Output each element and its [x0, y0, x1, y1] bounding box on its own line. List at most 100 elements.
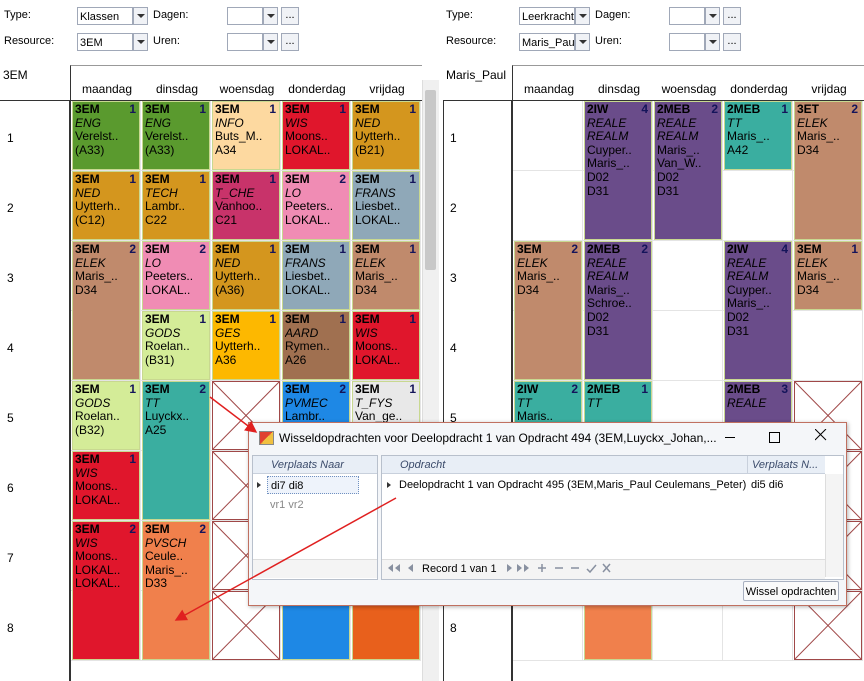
- lesson[interactable]: 3EM 1 TECH Lambr.. C22: [142, 171, 210, 240]
- resource-combo[interactable]: Maris_Paul: [519, 33, 575, 51]
- lesson[interactable]: 2MEB 1 TT Maris_.. A42: [724, 101, 792, 170]
- combo[interactable]: [669, 7, 705, 25]
- lesson-subject: WIS: [75, 536, 98, 550]
- grid-cell: [141, 241, 211, 311]
- browse-button[interactable]: ...: [723, 33, 741, 51]
- table-cell[interactable]: vr1 vr2: [270, 499, 304, 511]
- close-button[interactable]: [814, 428, 827, 446]
- hour-label: 3: [7, 271, 14, 285]
- lesson-subject: ELEK: [75, 256, 106, 270]
- uren-label: Uren:: [153, 35, 180, 47]
- lesson-count: 4: [641, 102, 648, 116]
- lesson-class: 3EM: [215, 312, 240, 326]
- lesson-count: 3: [781, 382, 788, 396]
- lesson-class: 3EM: [75, 452, 100, 466]
- dropdown-button[interactable]: [263, 7, 278, 25]
- combo[interactable]: [227, 33, 263, 51]
- type-combo[interactable]: Klassen: [77, 7, 133, 25]
- lesson-detail: Peeters..: [145, 270, 194, 284]
- nav-next-last-edit[interactable]: [505, 562, 615, 574]
- lesson-detail: LOKAL..: [145, 283, 191, 297]
- lesson-detail: Lambr..: [285, 410, 326, 424]
- minimize-button[interactable]: [725, 437, 735, 438]
- lesson[interactable]: 3EM 1 INFO Buts_M.. A34: [212, 101, 280, 170]
- lesson[interactable]: 3EM 1 WIS Moons.. LOKAL..: [282, 101, 350, 170]
- grid-cell: [141, 101, 211, 171]
- resource-combo[interactable]: 3EM: [77, 33, 133, 51]
- lesson[interactable]: 3EM 1 GODS Roelan.. (B32): [72, 381, 140, 450]
- combo[interactable]: [669, 33, 705, 51]
- browse-button[interactable]: ...: [281, 33, 299, 51]
- lesson-class: 3EM: [75, 172, 100, 186]
- nav-first-prev[interactable]: [386, 562, 416, 574]
- type-combo[interactable]: Leerkracht: [519, 7, 575, 25]
- dropdown-button[interactable]: [705, 33, 720, 51]
- lesson-detail: Verelst..: [75, 130, 119, 144]
- lesson[interactable]: 3EM 2 TT Luyckx.. A25: [142, 381, 210, 520]
- resource-header: Maris_Paul: [446, 68, 507, 82]
- lesson-detail: D02: [657, 170, 680, 184]
- lesson[interactable]: 3EM 1 WIS Moons.. LOKAL..: [72, 451, 140, 520]
- table-cell[interactable]: di5 di6: [751, 479, 784, 491]
- lesson-subject: LO: [285, 186, 302, 200]
- browse-button[interactable]: ...: [723, 7, 741, 25]
- lesson[interactable]: 3EM 1 NED Uytterh.. (C12): [72, 171, 140, 240]
- lesson[interactable]: 3EM 1 FRANS Liesbet.. LOKAL..: [352, 171, 420, 240]
- grid-cell: [793, 171, 863, 241]
- browse-button[interactable]: ...: [281, 7, 299, 25]
- lesson[interactable]: 2IW 4 REALE REALM Cuyper.. Maris_.. D02 D31: [584, 101, 652, 240]
- lesson-class: 3EM: [285, 172, 310, 186]
- lesson-count: 1: [129, 102, 136, 116]
- lesson-class: 3EM: [285, 242, 310, 256]
- lesson-class: 3EM: [797, 242, 822, 256]
- maximize-button[interactable]: [769, 432, 780, 443]
- lesson[interactable]: 3EM 2 WIS Moons.. LOKAL.. LOKAL..: [72, 521, 140, 660]
- row-label-frame: [443, 100, 512, 681]
- table-cell[interactable]: Deelopdracht 1 van Opdracht 495 (3EM,Mar…: [399, 479, 747, 491]
- lesson[interactable]: 2MEB 2 REALE REALM Maris_.. Schroe.. D02 D31: [584, 241, 652, 380]
- table-cell[interactable]: di7 di8: [267, 476, 359, 494]
- day-header: vrijdag: [369, 82, 405, 96]
- row-indicator: [257, 482, 261, 488]
- lesson[interactable]: 3EM 1 ELEK Maris_.. D34: [794, 241, 862, 310]
- lesson[interactable]: 3EM 2 LO Peeters.. LOKAL..: [142, 241, 210, 310]
- lesson-subject: TT: [517, 396, 532, 410]
- scroll-thumb[interactable]: [425, 90, 436, 270]
- lesson[interactable]: 2IW 4 REALE REALM Cuyper.. Maris_.. D02 D31: [724, 241, 792, 380]
- lesson-detail: Verelst..: [145, 130, 189, 144]
- dropdown-button[interactable]: [575, 33, 590, 51]
- lesson[interactable]: 3EM 1 NED Uytterh.. (B21): [352, 101, 420, 170]
- lesson-detail: D02: [587, 170, 610, 184]
- lesson[interactable]: 3EM 1 GODS Roelan.. (B31): [142, 311, 210, 380]
- lesson-subject: REALE: [727, 396, 767, 410]
- dropdown-button[interactable]: [575, 7, 590, 25]
- combo[interactable]: [227, 7, 263, 25]
- lesson[interactable]: 3EM 2 PVSCH Ceule.. Maris_.. D33: [142, 521, 210, 660]
- lesson[interactable]: 3ET 2 ELEK Maris_.. D34: [794, 101, 862, 240]
- lesson[interactable]: 3EM 2 ELEK Maris_.. D34: [514, 241, 582, 380]
- dropdown-button[interactable]: [263, 33, 278, 51]
- lesson-detail: (B31): [145, 353, 175, 367]
- lesson[interactable]: 2MEB 2 REALE REALM Maris_.. Van_W.. D02 D31: [654, 101, 722, 240]
- lesson[interactable]: 3EM 1 AARD Rymen.. A26: [282, 311, 350, 380]
- lesson[interactable]: 3EM 1 ENG Verelst.. (A33): [142, 101, 210, 170]
- lesson-detail: D31: [727, 324, 750, 338]
- lesson-count: 2: [199, 522, 206, 536]
- lesson[interactable]: 3EM 1 ELEK Maris_.. D34: [352, 241, 420, 310]
- lesson[interactable]: 3EM 1 WIS Moons.. LOKAL..: [352, 311, 420, 380]
- lesson[interactable]: 3EM 1 T_CHE Vanhoo.. C21: [212, 171, 280, 240]
- lesson[interactable]: 3EM 1 GES Uytterh.. A36: [212, 311, 280, 380]
- lesson[interactable]: 3EM 2 LO Peeters.. LOKAL..: [282, 171, 350, 240]
- lesson[interactable]: 3EM 1 NED Uytterh.. (A36): [212, 241, 280, 310]
- lesson-detail: C21: [215, 213, 238, 227]
- lesson-class: 2IW: [587, 102, 609, 116]
- dropdown-button[interactable]: [705, 7, 720, 25]
- lesson[interactable]: 3EM 1 FRANS Liesbet.. LOKAL..: [282, 241, 350, 310]
- lesson[interactable]: 3EM 2 ELEK Maris_.. D34: [72, 241, 140, 380]
- lesson-detail: Roelan..: [145, 340, 190, 354]
- lesson-detail: D34: [797, 143, 820, 157]
- dropdown-button[interactable]: [133, 7, 148, 25]
- swap-button[interactable]: Wissel opdrachten: [743, 581, 839, 601]
- dropdown-button[interactable]: [133, 33, 148, 51]
- lesson[interactable]: 3EM 1 ENG Verelst.. (A33): [72, 101, 140, 170]
